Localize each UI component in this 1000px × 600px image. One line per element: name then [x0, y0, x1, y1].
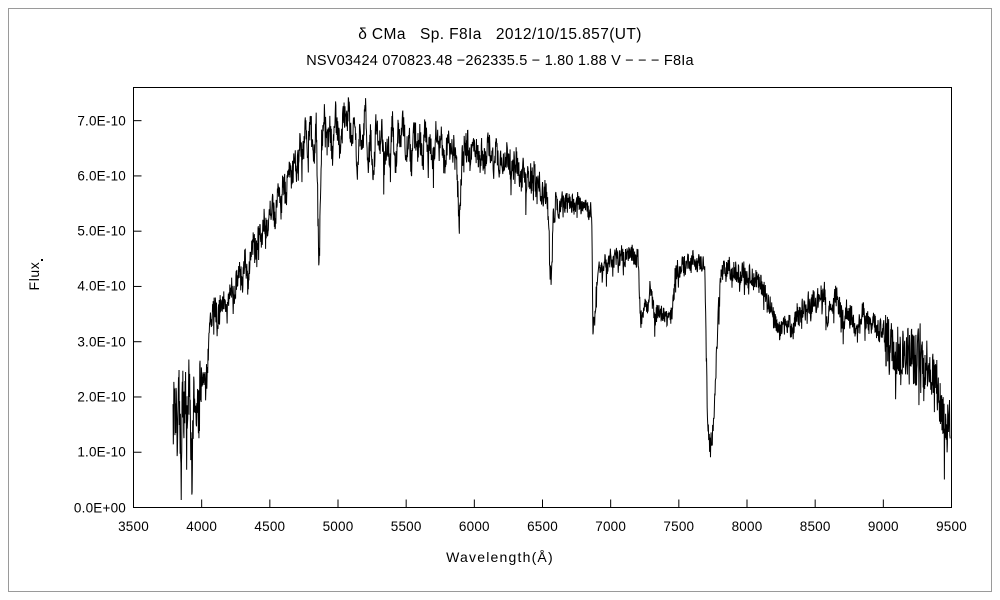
- y-axis-tick-label: 7.0E-10: [77, 113, 126, 129]
- x-axis-tick-label: 6000: [458, 519, 490, 534]
- x-axis-tick-label: 8500: [799, 519, 831, 534]
- y-axis-dot-mark: [41, 259, 43, 261]
- y-axis-title: Flux: [26, 261, 42, 291]
- y-axis-tick-marks: [133, 120, 142, 508]
- y-axis-labels: 0.0E+00 1.0E-10 2.0E-10 3.0E-10 4.0E-10 5.0E-…: [28, 87, 126, 515]
- x-axis-tick-label: 3500: [118, 519, 149, 534]
- y-axis-tick-label: 2.0E-10: [77, 389, 126, 405]
- x-axis-tick-label: 7000: [595, 519, 627, 534]
- x-axis-title: Wavelength(Å): [446, 549, 554, 565]
- y-axis-tick-label: 4.0E-10: [77, 278, 126, 294]
- y-axis-tick-label: 1.0E-10: [77, 444, 126, 460]
- x-axis-tick-label: 9000: [867, 519, 899, 534]
- chart-title-secondary: NSV03424 070823.48 −262335.5 − 1.80 1.88…: [306, 53, 694, 69]
- y-axis-tick-label: 6.0E-10: [77, 168, 126, 184]
- plot-frame: [133, 87, 952, 508]
- x-axis-tick-label: 4000: [186, 519, 218, 534]
- x-axis-tick-label: 7500: [663, 519, 695, 534]
- spectrum-trace: [172, 97, 951, 500]
- y-axis-tick-label: 0.0E+00: [73, 500, 126, 515]
- x-axis-labels: 3500 4000 4500 5000 5500 6000 6500 7000 7500 8000…: [0, 519, 1000, 541]
- y-axis-tick-label: 3.0E-10: [77, 334, 126, 350]
- spectrum-plot: [133, 87, 952, 508]
- x-axis-tick-label: 5000: [322, 519, 354, 534]
- y-axis-tick-label: 5.0E-10: [77, 223, 126, 239]
- x-axis-tick-label: 4500: [254, 519, 286, 534]
- chart-title-primary: δ CMa Sp. F8Ia 2012/10/15.857(UT): [358, 26, 642, 43]
- x-axis-tick-label: 8000: [731, 519, 763, 534]
- x-axis-tick-label: 5500: [390, 519, 422, 534]
- x-axis-tick-label: 6500: [527, 519, 558, 534]
- spectrum-svg: [133, 87, 952, 508]
- x-axis-tick-label: 9500: [936, 519, 967, 534]
- x-axis-tick-marks: [133, 499, 952, 508]
